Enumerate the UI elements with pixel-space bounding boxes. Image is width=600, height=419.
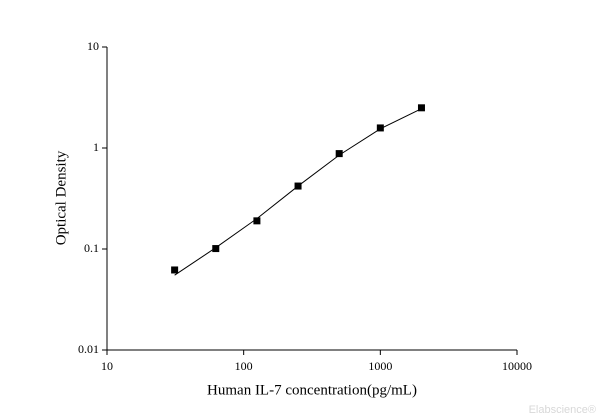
point <box>171 266 179 274</box>
x-tick-label: 1000 <box>368 359 392 373</box>
point <box>335 150 343 158</box>
y-tick-label: 10 <box>87 39 99 53</box>
x-tick-label: 10000 <box>502 359 532 373</box>
y-axis-title: Optical Density <box>53 150 69 245</box>
watermark: Elabscience® <box>529 404 596 416</box>
x-axis-title: Human IL-7 concentration(pg/mL) <box>207 382 417 398</box>
point <box>417 104 425 112</box>
y-tick-label: 1 <box>93 140 99 154</box>
point <box>253 217 261 225</box>
y-tick-label: 0.01 <box>78 342 99 356</box>
point <box>376 124 384 132</box>
x-tick-label: 10 <box>101 359 113 373</box>
point <box>294 182 302 190</box>
y-tick-label: 0.1 <box>84 241 99 255</box>
x-tick-label: 100 <box>235 359 253 373</box>
point <box>212 245 220 253</box>
fit-line <box>174 108 422 276</box>
